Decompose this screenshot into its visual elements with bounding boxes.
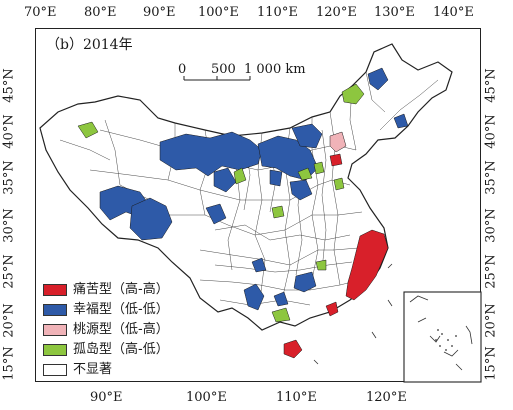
region-blue-liaoning [393, 113, 409, 129]
legend-swatch [43, 304, 67, 316]
scale-label-500: 500 [211, 62, 236, 77]
top-lon-label: 70°E [24, 5, 57, 20]
region-green-guangxi [271, 307, 291, 323]
top-lon-label: 120°E [316, 5, 357, 20]
region-blue-gx2 [273, 291, 289, 307]
bottom-lon-label: 100°E [186, 390, 227, 405]
region-green-sichuan [271, 205, 285, 219]
right-lat-label: 25°N [483, 254, 499, 289]
map-frame [35, 28, 481, 382]
panel-title: （b）2014年 [46, 37, 133, 53]
right-lat-label: 40°N [483, 114, 499, 149]
legend-label: 痛苦型（高-高） [73, 282, 169, 297]
region-blue-innermongolia [291, 123, 323, 149]
bottom-lon-label: 90°E [90, 390, 123, 405]
legend-label: 桃源型（低-高） [73, 322, 169, 337]
happy-type-regions [99, 67, 409, 311]
region-red-hainan [283, 339, 303, 359]
right-lat-label: 35°N [483, 160, 499, 195]
island-type-regions [77, 83, 365, 323]
region-green-gz [315, 259, 327, 271]
region-green-xinjiang [77, 121, 99, 139]
region-blue-yunnan [243, 283, 265, 311]
region-blue-ningxia [269, 169, 283, 187]
legend-swatch [43, 324, 67, 336]
region-red-southeast [345, 229, 389, 301]
left-lat-label: 40°N [1, 114, 17, 149]
left-lat-label: 45°N [1, 68, 17, 103]
legend-swatch [43, 284, 67, 296]
top-lon-label: 110°E [257, 5, 298, 20]
region-blue-guizhou [251, 257, 267, 273]
left-lat-label: 25°N [1, 254, 17, 289]
bottom-lon-label: 120°E [366, 390, 407, 405]
legend-label: 孤岛型（高-低） [73, 342, 169, 357]
region-pink-hebei [329, 131, 347, 153]
scale-label-0: 0 [178, 62, 187, 77]
paradise-type-regions [329, 131, 347, 153]
top-lon-label: 140°E [433, 5, 474, 20]
region-green-heilongjiang [341, 83, 365, 105]
top-lon-label: 130°E [374, 5, 415, 20]
legend-label: 幸福型（低-低） [73, 302, 169, 317]
country-outline [39, 43, 453, 331]
inset-dots [435, 329, 457, 351]
region-blue-north [257, 135, 319, 181]
region-blue-gansu [213, 167, 237, 193]
legend-swatch [43, 364, 67, 376]
painful-type-regions [283, 153, 389, 359]
south-china-sea-inset [403, 291, 482, 383]
left-lat-label: 15°N [1, 346, 17, 381]
scale-bar [183, 76, 251, 81]
region-green-shandong [333, 177, 345, 191]
region-blue-guangxi [293, 271, 317, 293]
inset-islands [409, 295, 473, 371]
region-blue-shaanxi [289, 179, 313, 201]
region-red-beijing [329, 153, 343, 167]
region-blue-sichuan [205, 203, 227, 225]
top-lon-label: 90°E [143, 5, 176, 20]
scale-label-1000: 1 000 km [244, 62, 306, 77]
right-lat-label: 15°N [483, 346, 499, 381]
region-blue-xinjiang-tibet [159, 131, 263, 177]
region-green-gansu [233, 167, 247, 185]
region-green-henan [313, 161, 325, 175]
left-lat-label: 20°N [1, 303, 17, 338]
left-lat-label: 35°N [1, 160, 17, 195]
region-blue-northeast [367, 67, 389, 91]
region-green-shaanxi [297, 167, 313, 181]
left-lat-label: 30°N [1, 208, 17, 243]
legend-swatch [43, 344, 67, 356]
bottom-lon-label: 110°E [276, 390, 317, 405]
right-lat-label: 20°N [483, 303, 499, 338]
region-red-guangdong [325, 301, 339, 317]
legend-label: 不显著 [73, 362, 113, 377]
county-boundaries [59, 71, 439, 306]
right-lat-label: 45°N [483, 68, 499, 103]
right-lat-label: 30°N [483, 208, 499, 243]
top-lon-label: 100°E [198, 5, 239, 20]
top-lon-label: 80°E [84, 5, 117, 20]
coastal-dashes [313, 263, 393, 365]
region-blue-qinghai [129, 197, 173, 241]
